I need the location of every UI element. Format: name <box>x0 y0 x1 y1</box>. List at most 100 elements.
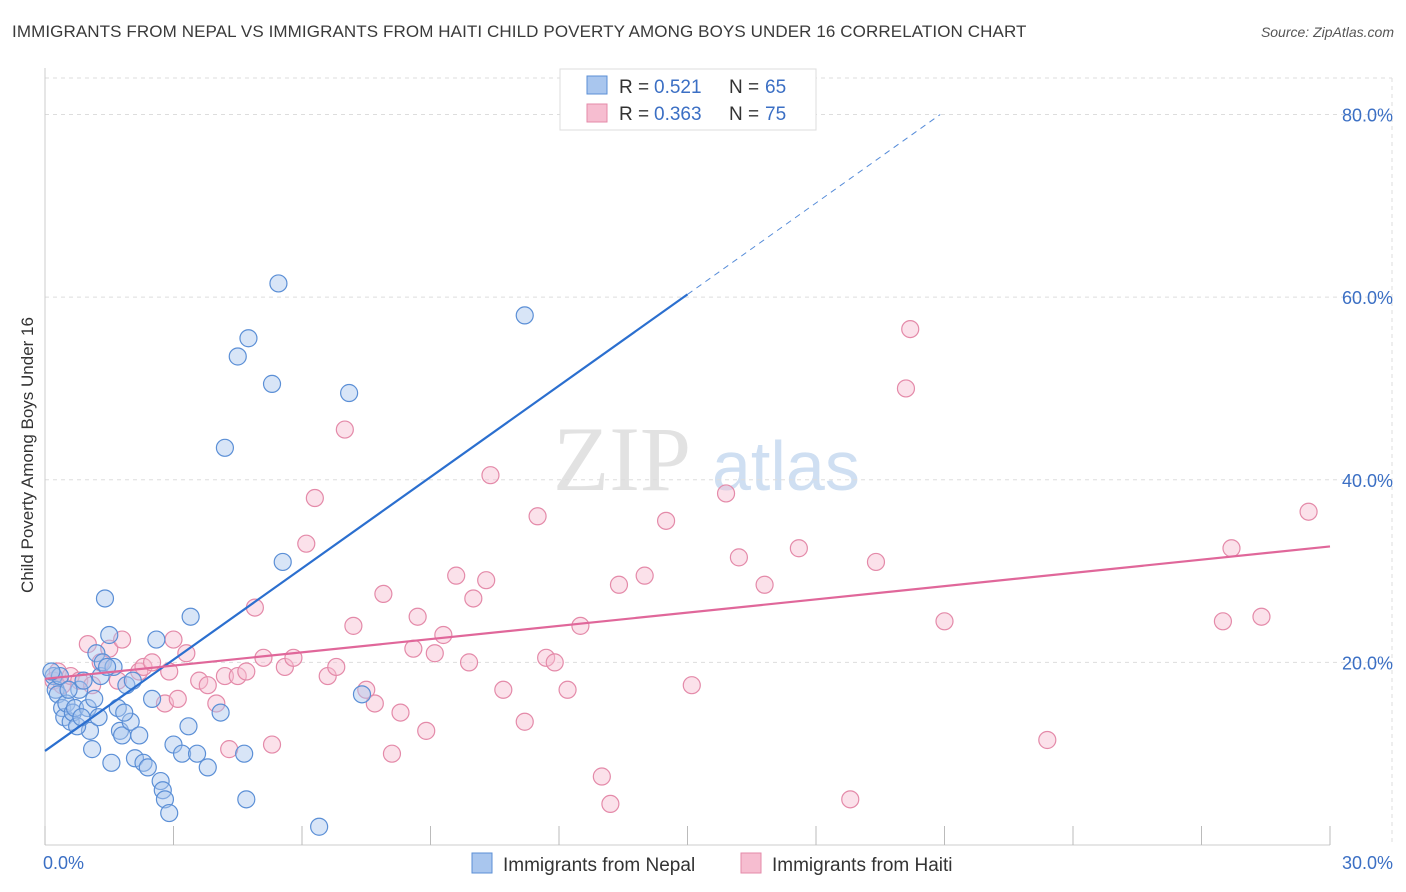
nepal-point-19 <box>100 625 119 645</box>
bottom-legend-label-nepal: Immigrants from Nepal <box>503 855 695 876</box>
haiti-point-68 <box>789 539 808 558</box>
haiti-point-51 <box>481 466 500 485</box>
bottom-legend-swatch-nepal <box>471 852 493 874</box>
haiti-point-22 <box>215 666 234 686</box>
haiti-point-16 <box>164 630 183 649</box>
nepal-point-62 <box>102 753 121 772</box>
haiti-point-42 <box>404 639 423 658</box>
haiti-point-67 <box>755 575 774 594</box>
haiti-point-19 <box>190 671 209 690</box>
haiti-point-46 <box>434 625 453 645</box>
haiti-point-57 <box>558 680 577 699</box>
legend-r-value-haiti: 0.363 <box>654 104 702 125</box>
trend-lines <box>44 114 1331 752</box>
nepal-point-56 <box>59 680 78 699</box>
haiti-point-62 <box>635 566 654 585</box>
legend-n-value-nepal: 65 <box>765 77 786 98</box>
x-tick-label-max: 30.0% <box>1342 853 1393 873</box>
y-tick-labels: 20.0% 40.0% 60.0% 80.0% <box>1342 106 1393 674</box>
haiti-point-43 <box>408 607 427 626</box>
bottom-legend: Immigrants from Nepal Immigrants from Ha… <box>471 852 953 876</box>
nepal-point-5 <box>57 694 76 713</box>
haiti-point-55 <box>537 648 556 667</box>
haiti-trend-line <box>44 545 1331 680</box>
haiti-point-44 <box>417 721 436 740</box>
nepal-point-27 <box>130 726 149 745</box>
nepal-point-25 <box>121 712 140 731</box>
nepal-point-54 <box>515 306 534 325</box>
chart-title: IMMIGRANTS FROM NEPAL VS IMMIGRANTS FROM… <box>12 22 1027 41</box>
nepal-point-29 <box>138 758 157 777</box>
haiti-point-73 <box>935 612 954 631</box>
nepal-point-45 <box>235 744 254 763</box>
nepal-points <box>42 274 534 836</box>
nepal-point-48 <box>262 374 282 393</box>
haiti-point-59 <box>592 767 611 786</box>
nepal-point-47 <box>239 329 258 348</box>
bottom-legend-swatch-haiti <box>740 852 762 874</box>
haiti-point-65 <box>716 484 736 503</box>
legend-r-label-nepal: R = <box>619 77 649 98</box>
haiti-point-63 <box>656 511 676 530</box>
nepal-point-52 <box>340 383 359 403</box>
nepal-point-10 <box>74 671 93 690</box>
nepal-point-9 <box>70 680 89 699</box>
haiti-point-64 <box>682 676 701 695</box>
y-tick-label-2: 60.0% <box>1342 288 1393 308</box>
haiti-point-49 <box>464 589 483 608</box>
axes <box>44 68 1331 846</box>
haiti-point-74 <box>1038 730 1057 750</box>
nepal-point-42 <box>211 703 230 722</box>
haiti-point-78 <box>1299 502 1318 521</box>
nepal-point-50 <box>273 552 292 572</box>
nepal-point-49 <box>269 274 288 293</box>
nepal-point-63 <box>123 671 142 690</box>
legend-r-label-haiti: R = <box>619 104 649 125</box>
nepal-point-61 <box>72 708 91 727</box>
legend-n-label-haiti: N = <box>729 104 759 125</box>
haiti-point-50 <box>477 571 496 590</box>
haiti-point-25 <box>237 662 256 681</box>
nepal-point-14 <box>87 644 106 663</box>
nepal-point-43 <box>215 438 234 457</box>
haiti-point-18 <box>177 644 196 663</box>
haiti-point-54 <box>528 507 547 526</box>
nepal-point-37 <box>172 744 192 763</box>
legend-swatch-nepal <box>586 75 608 95</box>
haiti-point-38 <box>365 694 384 713</box>
nepal-point-38 <box>179 717 198 736</box>
haiti-point-56 <box>545 653 564 672</box>
legend-n-value-haiti: 75 <box>765 104 786 125</box>
haiti-point-70 <box>866 552 886 572</box>
nepal-point-18 <box>95 589 115 608</box>
haiti-point-66 <box>729 548 749 567</box>
nepal-point-26 <box>125 749 145 768</box>
nepal-point-46 <box>237 790 256 809</box>
nepal-point-53 <box>352 685 372 704</box>
haiti-point-20 <box>198 676 217 695</box>
legend-r-value-nepal: 0.521 <box>654 77 702 98</box>
x-tick-labels: 0.0% 30.0% <box>43 853 1393 873</box>
haiti-point-31 <box>297 534 316 553</box>
nepal-point-41 <box>198 758 217 777</box>
nepal-point-58 <box>85 689 104 709</box>
haiti-point-60 <box>601 794 620 814</box>
haiti-point-24 <box>228 666 247 686</box>
haiti-points <box>44 320 1318 814</box>
x-tick-label-min: 0.0% <box>43 853 84 873</box>
watermark-atlas: atlas <box>712 427 860 505</box>
nepal-point-35 <box>160 803 179 823</box>
y-axis-label: Child Poverty Among Boys Under 16 <box>18 317 37 593</box>
haiti-point-71 <box>901 320 920 339</box>
source-credit: Source: ZipAtlas.com <box>1260 24 1394 40</box>
nepal-point-44 <box>228 347 247 366</box>
haiti-point-47 <box>447 566 466 585</box>
haiti-point-36 <box>344 616 363 635</box>
bottom-legend-label-haiti: Immigrants from Haiti <box>772 855 953 876</box>
haiti-point-58 <box>571 616 590 635</box>
haiti-point-32 <box>305 488 324 508</box>
nepal-point-51 <box>310 817 329 836</box>
haiti-point-77 <box>1252 607 1271 626</box>
haiti-point-21 <box>207 694 226 713</box>
